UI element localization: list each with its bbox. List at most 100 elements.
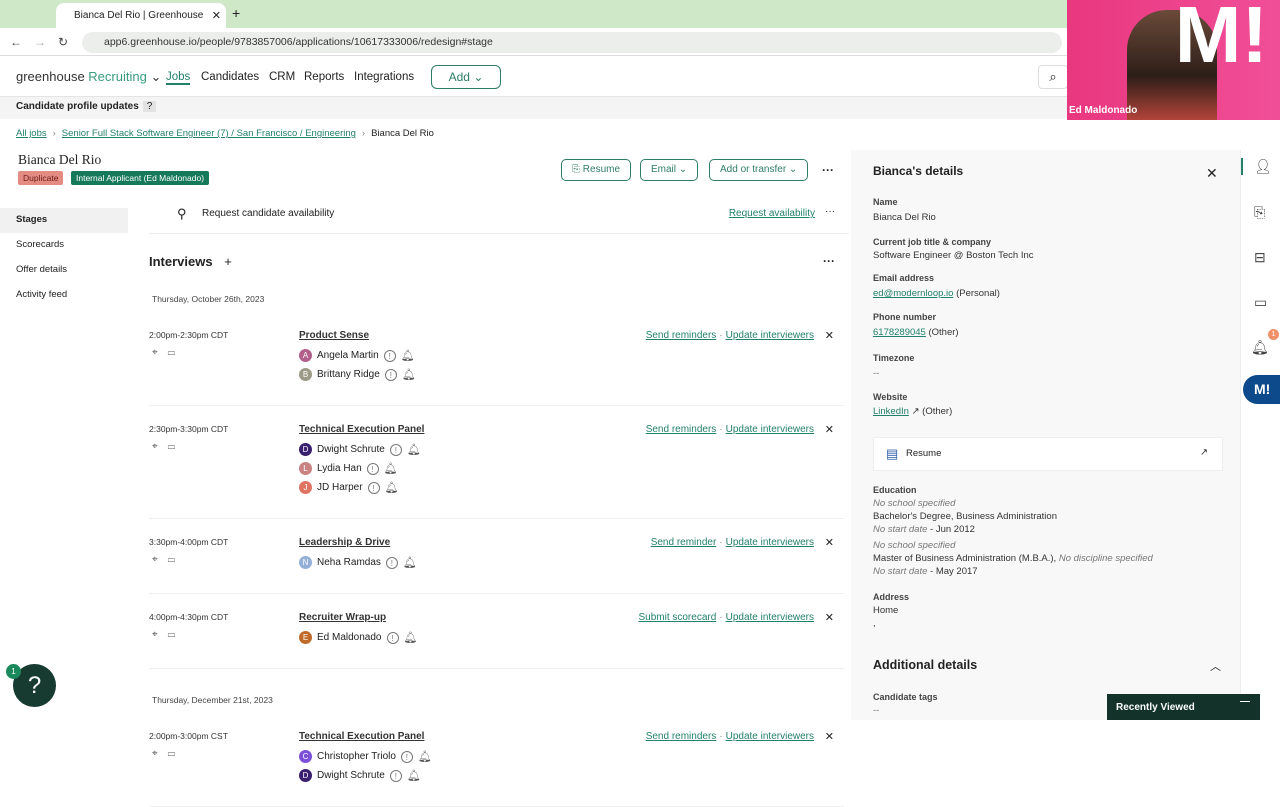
close-icon[interactable]: ✕ [824, 612, 834, 624]
info-icon[interactable]: ! [389, 769, 402, 782]
browser-tab[interactable]: Bianca Del Rio | Greenhouse ✕ [56, 3, 226, 28]
email-label: Email address [873, 273, 935, 283]
briefcase-icon[interactable]: ⊟ [1254, 249, 1266, 265]
email-link[interactable]: ed@modernloop.io [873, 288, 954, 299]
interview-row: 2:00pm-3:00pm CST ⌖▭ Technical Execution… [149, 731, 844, 807]
candidate-name: Bianca Del Rio [18, 152, 102, 167]
interviewer-name: Dwight Schrute [317, 770, 385, 781]
more-icon[interactable]: ··· [822, 163, 834, 177]
left-nav-activity-feed[interactable]: Activity feed [16, 289, 68, 300]
comment-icon[interactable]: ▭ [1254, 294, 1268, 310]
help-icon[interactable]: ? [142, 101, 157, 112]
left-nav-stages[interactable]: Stages [0, 208, 128, 233]
update-interviewers-link[interactable]: Update interviewers [725, 424, 814, 435]
info-icon[interactable]: ! [389, 443, 402, 456]
add-interview-icon[interactable]: + [224, 254, 232, 269]
nav-candidates[interactable]: Candidates [201, 71, 260, 83]
bell-icon[interactable]: 🔔︎ [1251, 339, 1269, 355]
info-icon[interactable]: ! [367, 481, 380, 494]
request-availability-row: ⚲ Request candidate availability Request… [149, 196, 849, 234]
request-availability-link[interactable]: Request availability [728, 208, 815, 219]
info-icon[interactable]: ! [385, 556, 398, 569]
left-nav-offer-details[interactable]: Offer details [16, 264, 68, 275]
forward-icon[interactable]: → [34, 35, 46, 49]
video-icon: ▭ [167, 441, 186, 452]
close-icon[interactable]: ✕ [824, 424, 834, 436]
interview-action-link[interactable]: Send reminders [645, 731, 717, 742]
bell-icon[interactable]: 🔔︎ [402, 557, 417, 569]
recently-viewed-bar[interactable]: Recently Viewed — [1107, 694, 1260, 720]
interview-title[interactable]: Technical Execution Panel [299, 424, 425, 435]
chevron-up-icon[interactable]: ︿ [1210, 661, 1221, 673]
interview-title[interactable]: Recruiter Wrap-up [299, 612, 387, 623]
resume-button[interactable]: ⎘ Resume [561, 159, 632, 181]
bell-icon[interactable]: 🔔︎ [400, 350, 415, 362]
close-icon[interactable]: ✕ [1206, 165, 1218, 181]
participant-name: Ed Maldonado [1069, 105, 1138, 116]
nav-integrations[interactable]: Integrations [354, 71, 415, 83]
add-transfer-button[interactable]: Add or transfer ⌄ [709, 159, 809, 181]
close-icon[interactable]: ✕ [824, 537, 834, 549]
person-icon[interactable]: 👤︎ [1241, 158, 1272, 175]
interview-title[interactable]: Product Sense [299, 330, 370, 341]
interview-action-link[interactable]: Send reminder [650, 537, 717, 548]
info-icon[interactable]: ! [383, 349, 396, 362]
more-icon[interactable]: ··· [825, 206, 835, 217]
back-icon[interactable]: ← [10, 35, 22, 49]
logo[interactable]: greenhouse Recruiting ⌄ [16, 69, 162, 84]
email-button[interactable]: Email ⌄ [640, 159, 699, 181]
profile-updates-bar: Candidate profile updates? [0, 97, 1280, 119]
bell-icon[interactable]: 🔔︎ [401, 369, 416, 381]
left-nav-scorecards[interactable]: Scorecards [16, 239, 65, 250]
bell-icon[interactable]: 🔔︎ [384, 482, 399, 494]
interview-title[interactable]: Technical Execution Panel [299, 731, 425, 742]
reload-icon[interactable]: ↻ [58, 35, 69, 49]
resume-card[interactable]: ▤ Resume ↗ [873, 437, 1223, 471]
info-icon[interactable]: ! [366, 462, 379, 475]
close-icon[interactable]: ✕ [824, 731, 834, 743]
update-interviewers-link[interactable]: Update interviewers [725, 612, 814, 623]
info-icon[interactable]: ! [400, 750, 413, 763]
interviews-more-icon[interactable]: ··· [823, 254, 835, 268]
external-link-icon: ↗ [911, 406, 920, 417]
interview-time: 3:30pm-4:00pm CDT [149, 537, 229, 547]
add-button[interactable]: Add ⌄ [431, 65, 501, 89]
bell-icon[interactable]: 🔔︎ [406, 770, 421, 782]
tags-value: -- [873, 705, 880, 716]
update-interviewers-link[interactable]: Update interviewers [725, 731, 814, 742]
documents-icon[interactable]: ⎘ [1254, 204, 1266, 220]
duplicate-badge: Duplicate [18, 171, 64, 185]
close-tab-icon[interactable]: ✕ [211, 10, 221, 22]
update-interviewers-link[interactable]: Update interviewers [725, 537, 814, 548]
nav-reports[interactable]: Reports [304, 71, 345, 83]
interview-title[interactable]: Leadership & Drive [299, 537, 391, 548]
close-icon[interactable]: ✕ [824, 330, 834, 342]
search-icon[interactable]: ⌕ [1038, 65, 1068, 89]
bell-icon[interactable]: 🔔︎ [383, 463, 398, 475]
nav-jobs[interactable]: Jobs [166, 71, 191, 85]
modernloop-button[interactable]: M! [1243, 375, 1280, 404]
help-button[interactable]: ? [13, 664, 56, 707]
bell-icon[interactable]: 🔔︎ [417, 751, 432, 763]
interview-action-link[interactable]: Submit scorecard [638, 612, 717, 623]
nav-crm[interactable]: CRM [269, 71, 296, 83]
additional-details-heading[interactable]: Additional details [873, 658, 978, 672]
phone-link[interactable]: 6178289045 [873, 327, 926, 338]
interview-row: 4:00pm-4:30pm CDT ⌖▭ Recruiter Wrap-up S… [149, 612, 844, 669]
url-input[interactable]: app6.greenhouse.io/people/9783857006/app… [82, 32, 1062, 53]
info-icon[interactable]: ! [386, 631, 399, 644]
interview-action-link[interactable]: Send reminders [645, 424, 717, 435]
info-icon[interactable]: ! [384, 368, 397, 381]
crumb-job[interactable]: Senior Full Stack Software Engineer (7) … [61, 128, 356, 139]
minimize-icon[interactable]: — [1240, 696, 1250, 707]
crumb-all-jobs[interactable]: All jobs [16, 128, 47, 139]
location-icon: ⌖ [152, 441, 168, 452]
open-icon[interactable]: ↗ [1200, 447, 1208, 458]
update-interviewers-link[interactable]: Update interviewers [725, 330, 814, 341]
linkedin-link[interactable]: LinkedIn [873, 406, 909, 417]
interviewer-name: JD Harper [317, 482, 363, 493]
new-tab-icon[interactable]: + [232, 5, 241, 21]
bell-icon[interactable]: 🔔︎ [403, 632, 418, 644]
interview-action-link[interactable]: Send reminders [645, 330, 717, 341]
bell-icon[interactable]: 🔔︎ [406, 444, 421, 456]
